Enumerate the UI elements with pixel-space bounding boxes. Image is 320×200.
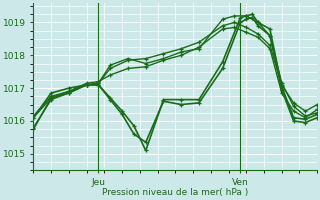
X-axis label: Pression niveau de la mer( hPa ): Pression niveau de la mer( hPa ) <box>102 188 248 197</box>
